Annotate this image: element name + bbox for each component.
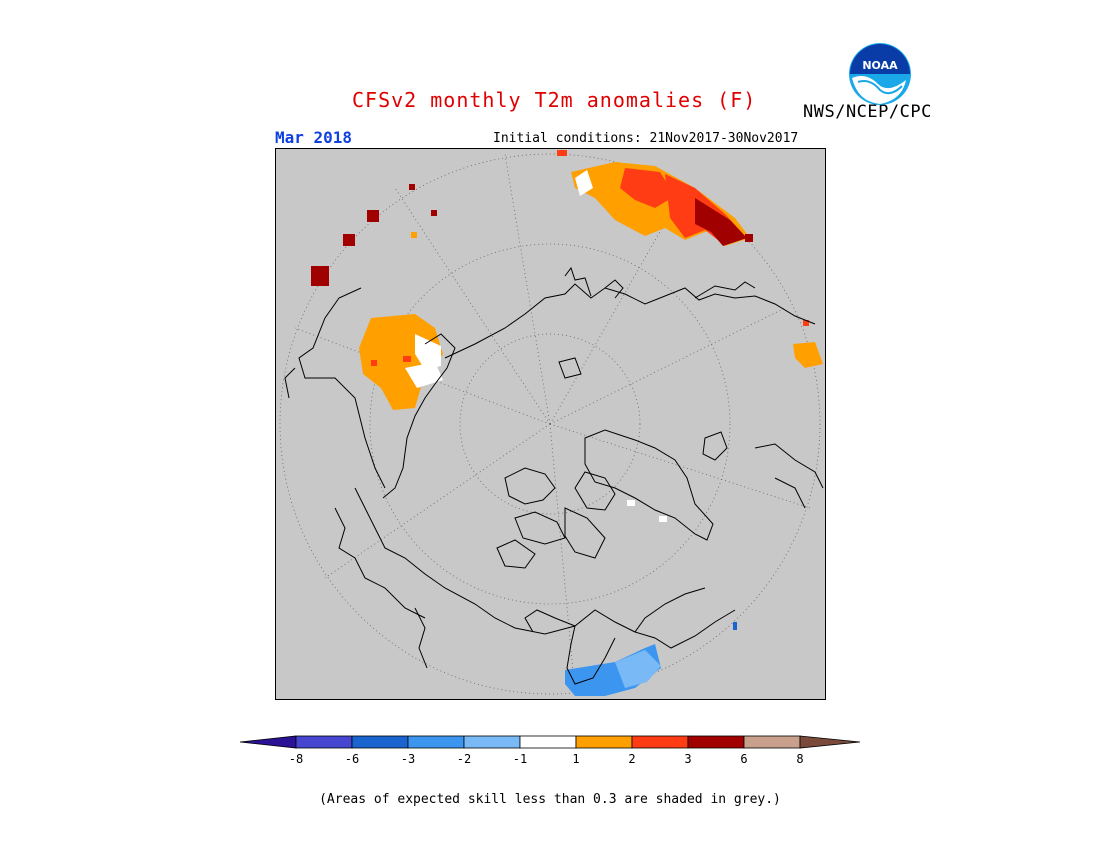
legend-bin-5 [519, 735, 577, 749]
legend-bin-8 [687, 735, 745, 749]
color-legend [239, 735, 861, 749]
legend-tick-label: 8 [796, 752, 804, 766]
legend-arrow-right [799, 735, 861, 749]
initial-conditions-label: Initial conditions: 21Nov2017-30Nov2017 [493, 131, 799, 146]
legend-bin-3 [407, 735, 465, 749]
coastlines [284, 266, 824, 685]
map-title: CFSv2 monthly T2m anomalies (F) [352, 88, 757, 112]
skill-footnote: (Areas of expected skill less than 0.3 a… [319, 792, 781, 807]
legend-bin-6 [575, 735, 633, 749]
legend-bin-7 [631, 735, 689, 749]
agency-label: NWS/NCEP/CPC [803, 102, 932, 122]
legend-tick-label: 6 [740, 752, 748, 766]
legend-bin-4 [463, 735, 521, 749]
legend-bin-2 [351, 735, 409, 749]
polar-map [275, 148, 826, 700]
legend-tick-label: 2 [628, 752, 636, 766]
logo-text: NOAA [862, 59, 898, 72]
legend-bin-1 [295, 735, 353, 749]
legend-arrow-left [239, 735, 297, 749]
legend-tick-label: -1 [512, 752, 528, 766]
legend-bin-9 [743, 735, 801, 749]
legend-tick-label: 1 [572, 752, 580, 766]
forecast-month: Mar 2018 [275, 128, 353, 147]
legend-tick-label: -6 [344, 752, 360, 766]
noaa-logo: NOAA [849, 43, 911, 105]
anomaly-shading [311, 150, 823, 696]
legend-tick-label: -3 [400, 752, 416, 766]
legend-tick-label: -2 [456, 752, 472, 766]
legend-tick-label: 3 [684, 752, 692, 766]
legend-tick-label: -8 [288, 752, 304, 766]
